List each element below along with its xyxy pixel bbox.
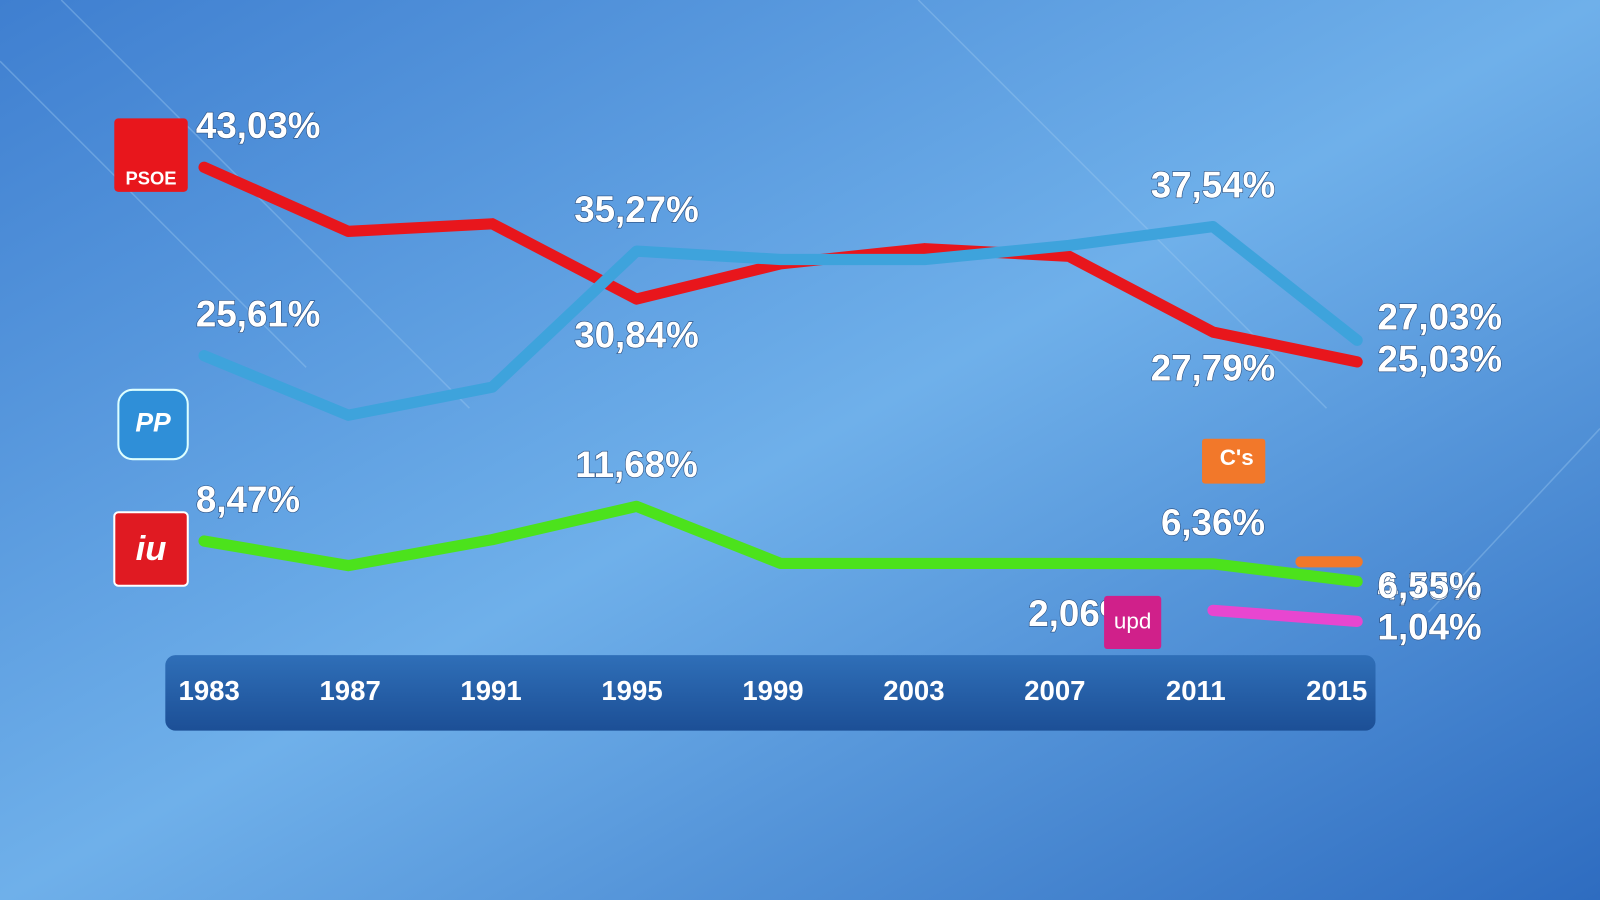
logo — [113, 511, 189, 587]
x-tick-label: 2015 — [1306, 675, 1367, 706]
value-label: 6,55% — [1378, 565, 1482, 606]
value-label: 35,27% — [574, 189, 699, 230]
x-tick-label: 2003 — [883, 675, 944, 706]
x-tick-label: 2011 — [1166, 675, 1226, 706]
value-label: 27,79% — [1151, 348, 1276, 389]
value-label: 27,03% — [1378, 297, 1503, 338]
decoration — [0, 0, 1600, 613]
x-tick-label: 2007 — [1024, 675, 1085, 706]
logo — [117, 388, 189, 461]
logo-text: iu — [136, 530, 167, 568]
value-label: 6,36% — [1161, 502, 1265, 543]
axis-bar — [165, 655, 1376, 731]
series-line — [198, 500, 1363, 588]
logo — [1202, 438, 1266, 484]
x-tick-label: 1999 — [742, 675, 803, 706]
logo — [114, 118, 188, 192]
logo-text: upd — [1114, 608, 1151, 633]
series-line — [1207, 604, 1363, 628]
value-label: 8,47% — [196, 479, 300, 520]
value-label: 25,03% — [1378, 339, 1503, 380]
logo — [1104, 595, 1162, 649]
value-label: 11,68% — [575, 444, 698, 485]
logo-text: PSOE — [126, 167, 177, 188]
value-label: 4,73% — [1378, 566, 1482, 607]
x-tick-label: 1987 — [319, 675, 380, 706]
series-line — [198, 220, 1363, 421]
logo-text: PP — [135, 408, 171, 438]
value-label: 43,03% — [196, 105, 321, 146]
value-label: 30,84% — [574, 315, 699, 356]
x-tick-label: 1991 — [460, 675, 521, 706]
x-tick-label: 1983 — [179, 675, 240, 706]
x-tick-label: 1995 — [601, 675, 662, 706]
logo-text: C's — [1220, 445, 1254, 470]
value-label: 25,61% — [196, 294, 321, 335]
value-label: 37,54% — [1151, 165, 1276, 206]
value-label: 1,04% — [1378, 606, 1482, 647]
